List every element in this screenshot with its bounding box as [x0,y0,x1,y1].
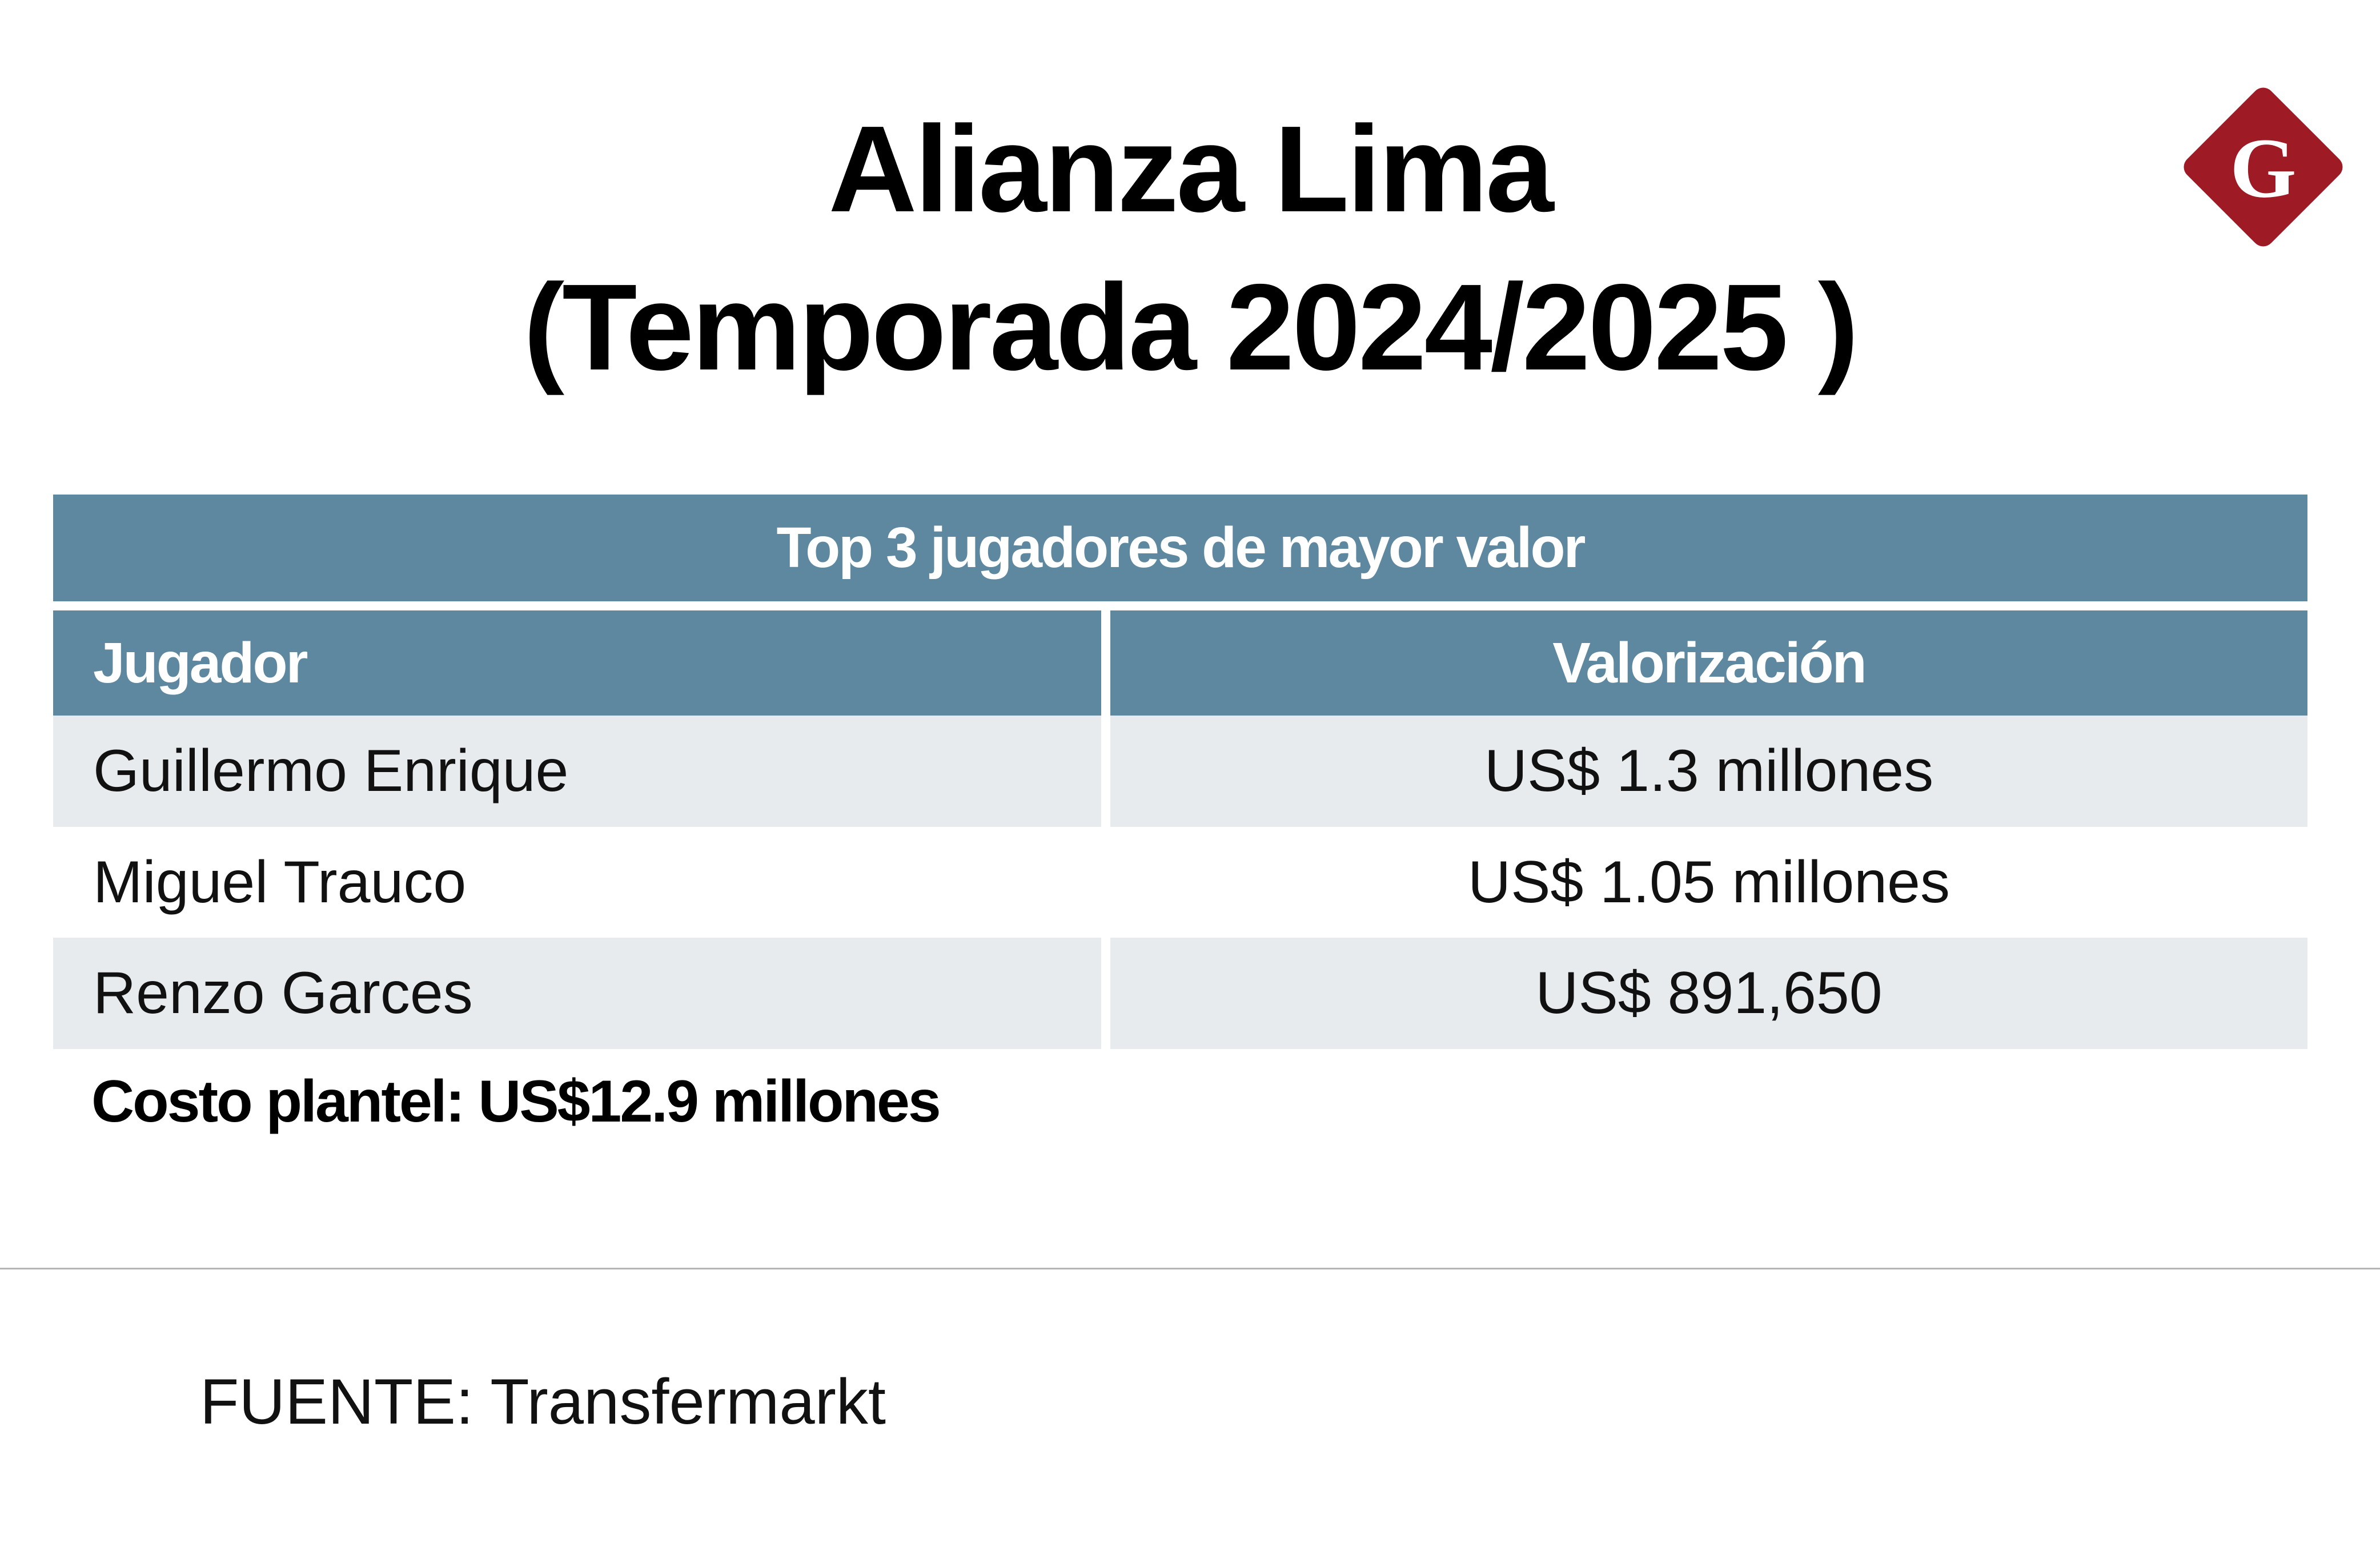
source-note: FUENTE: Transfermarkt [200,1366,886,1437]
table-cell-player: Renzo Garces [53,938,1101,1049]
table-cell-player: Miguel Trauco [93,849,467,915]
table-cell-value: US$ 1.05 millones [1468,849,1950,915]
column-header-value: Valorización [1110,610,2307,716]
brand-logo: G [2184,87,2343,247]
table-cell-player: Guillermo Enrique [53,716,1101,827]
title-line-2: (Temporada 2024/2025 ) [523,258,1859,396]
table-cell-value: US$ 891,650 [1110,938,2307,1049]
table-caption: Top 3 jugadores de mayor valor [53,495,2307,601]
title-line-1: Alianza Lima [828,100,1554,238]
table-cell-value: US$ 1.3 millones [1110,716,2307,827]
divider [0,1268,2380,1269]
svg-text:G: G [2230,122,2296,216]
column-header-player: Jugador [53,610,1101,716]
squad-cost: Costo plantel: US$12.9 millones [91,1068,941,1135]
